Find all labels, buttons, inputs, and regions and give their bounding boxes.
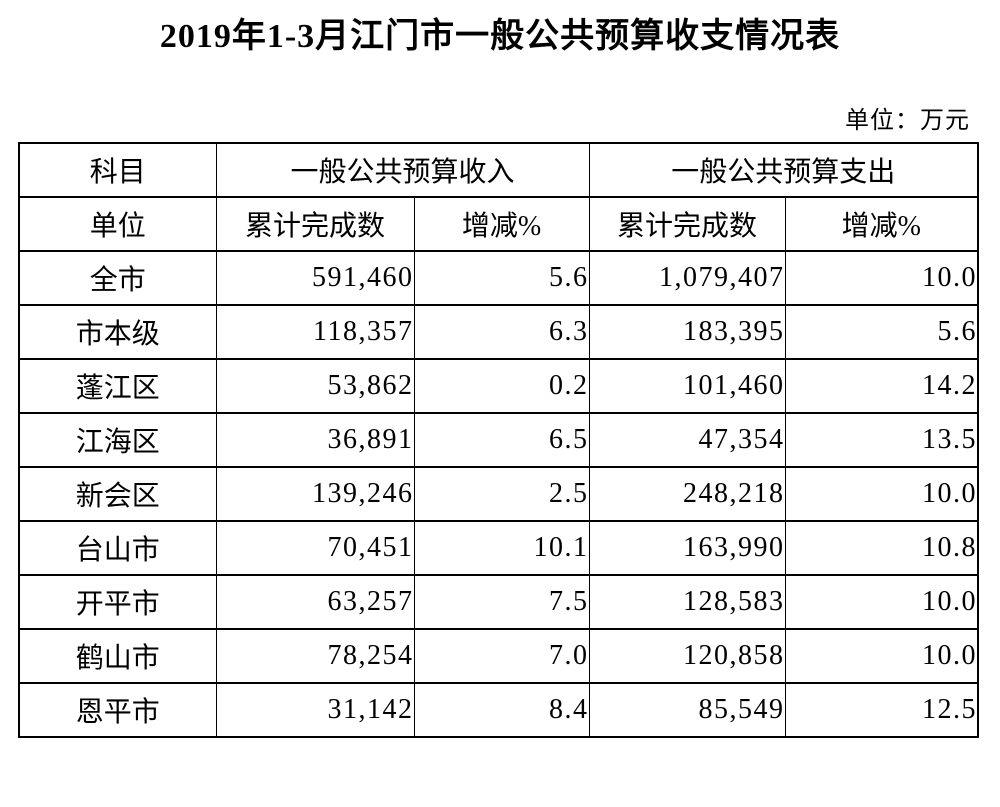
header-revenue-change: 增减%	[413, 196, 590, 253]
header-row-columns: 单位 累计完成数 增减% 累计完成数 增减%	[18, 196, 979, 253]
revenue-total-cell: 78,254	[215, 628, 415, 685]
revenue-change-cell: 2.5	[413, 466, 590, 523]
revenue-change-cell: 8.4	[413, 682, 590, 739]
expenditure-change-cell: 12.5	[784, 682, 979, 739]
table-row: 蓬江区 53,862 0.2 101,460 14.2	[18, 358, 979, 415]
header-row-groups: 科目 一般公共预算收入 一般公共预算支出	[18, 142, 979, 199]
expenditure-total-cell: 183,395	[588, 304, 786, 361]
expenditure-change-cell: 10.0	[784, 466, 979, 523]
expenditure-total-cell: 163,990	[588, 520, 786, 577]
region-cell: 台山市	[18, 520, 217, 577]
table-row: 鹤山市 78,254 7.0 120,858 10.0	[18, 628, 979, 685]
table-header: 科目 一般公共预算收入 一般公共预算支出 单位 累计完成数 增减% 累计完成数 …	[18, 142, 979, 253]
table-row: 市本级 118,357 6.3 183,395 5.6	[18, 304, 979, 361]
table-row: 恩平市 31,142 8.4 85,549 12.5	[18, 682, 979, 739]
table-row: 开平市 63,257 7.5 128,583 10.0	[18, 574, 979, 631]
header-expenditure-group: 一般公共预算支出	[588, 142, 979, 199]
revenue-change-cell: 10.1	[413, 520, 590, 577]
unit-note: 单位：万元	[845, 108, 970, 135]
expenditure-total-cell: 1,079,407	[588, 250, 786, 307]
revenue-change-cell: 6.3	[413, 304, 590, 361]
expenditure-total-cell: 101,460	[588, 358, 786, 415]
budget-table: 科目 一般公共预算收入 一般公共预算支出 单位 累计完成数 增减% 累计完成数 …	[18, 142, 980, 739]
header-expenditure-cumulative: 累计完成数	[588, 196, 786, 253]
region-cell: 开平市	[18, 574, 217, 631]
region-cell: 鹤山市	[18, 628, 217, 685]
revenue-total-cell: 31,142	[215, 682, 415, 739]
page-title: 2019年1-3月江门市一般公共预算收支情况表	[159, 18, 841, 55]
revenue-total-cell: 53,862	[215, 358, 415, 415]
revenue-change-cell: 7.0	[413, 628, 590, 685]
region-cell: 江海区	[18, 412, 217, 469]
revenue-total-cell: 139,246	[215, 466, 415, 523]
expenditure-change-cell: 10.8	[784, 520, 979, 577]
header-subject: 科目	[18, 142, 217, 199]
table-row: 新会区 139,246 2.5 248,218 10.0	[18, 466, 979, 523]
revenue-change-cell: 6.5	[413, 412, 590, 469]
expenditure-change-cell: 5.6	[784, 304, 979, 361]
region-cell: 蓬江区	[18, 358, 217, 415]
expenditure-change-cell: 14.2	[784, 358, 979, 415]
revenue-change-cell: 7.5	[413, 574, 590, 631]
revenue-total-cell: 591,460	[215, 250, 415, 307]
header-unit: 单位	[18, 196, 217, 253]
table-row: 江海区 36,891 6.5 47,354 13.5	[18, 412, 979, 469]
expenditure-total-cell: 248,218	[588, 466, 786, 523]
expenditure-change-cell: 10.0	[784, 574, 979, 631]
revenue-total-cell: 63,257	[215, 574, 415, 631]
revenue-total-cell: 36,891	[215, 412, 415, 469]
expenditure-change-cell: 13.5	[784, 412, 979, 469]
region-cell: 全市	[18, 250, 217, 307]
header-expenditure-change: 增减%	[784, 196, 979, 253]
expenditure-total-cell: 85,549	[588, 682, 786, 739]
header-revenue-group: 一般公共预算收入	[215, 142, 590, 199]
header-revenue-cumulative: 累计完成数	[215, 196, 415, 253]
revenue-total-cell: 70,451	[215, 520, 415, 577]
region-cell: 市本级	[18, 304, 217, 361]
budget-table-body: 全市 591,460 5.6 1,079,407 10.0 市本级 118,357 6.3 18…	[18, 250, 979, 739]
table-row: 全市 591,460 5.6 1,079,407 10.0	[18, 250, 979, 307]
table-row: 台山市 70,451 10.1 163,990 10.8	[18, 520, 979, 577]
expenditure-change-cell: 10.0	[784, 628, 979, 685]
expenditure-change-cell: 10.0	[784, 250, 979, 307]
expenditure-total-cell: 128,583	[588, 574, 786, 631]
revenue-change-cell: 0.2	[413, 358, 590, 415]
expenditure-total-cell: 47,354	[588, 412, 786, 469]
expenditure-total-cell: 120,858	[588, 628, 786, 685]
revenue-total-cell: 118,357	[215, 304, 415, 361]
region-cell: 新会区	[18, 466, 217, 523]
region-cell: 恩平市	[18, 682, 217, 739]
revenue-change-cell: 5.6	[413, 250, 590, 307]
